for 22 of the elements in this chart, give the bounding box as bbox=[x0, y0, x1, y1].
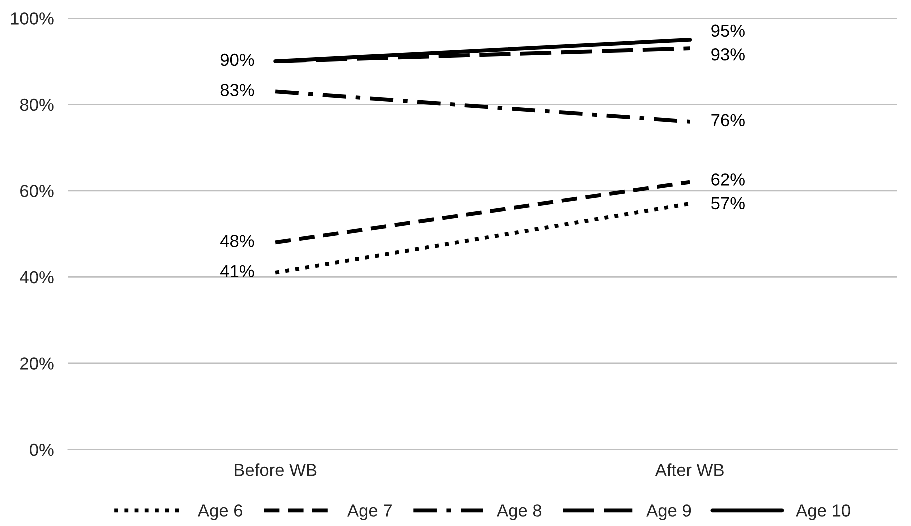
y-tick-label: 40% bbox=[20, 271, 54, 284]
data-label: 57% bbox=[712, 197, 745, 210]
y-tick-label: 100% bbox=[11, 12, 54, 25]
data-label: 83% bbox=[220, 84, 254, 96]
data-label: 76% bbox=[712, 114, 745, 127]
data-label: 62% bbox=[712, 174, 745, 186]
legend-label: Age 7 bbox=[347, 504, 392, 520]
legend-label: Age 8 bbox=[497, 504, 542, 520]
y-tick-label: 20% bbox=[20, 358, 54, 370]
legend-label: Age 6 bbox=[198, 504, 243, 520]
data-label: 41% bbox=[220, 265, 254, 278]
data-label: 93% bbox=[712, 48, 745, 61]
data-label: 48% bbox=[220, 235, 254, 248]
y-tick-label: 0% bbox=[30, 444, 54, 456]
y-tick-label: 80% bbox=[20, 98, 54, 112]
data-label: 95% bbox=[712, 24, 745, 38]
x-tick-label: After WB bbox=[655, 464, 724, 476]
data-label: 90% bbox=[220, 54, 254, 66]
y-tick-label: 60% bbox=[20, 185, 54, 198]
legend-label: Age 10 bbox=[796, 504, 850, 520]
x-tick-label: Before WB bbox=[235, 464, 317, 476]
legend-label: Age 9 bbox=[646, 504, 692, 520]
